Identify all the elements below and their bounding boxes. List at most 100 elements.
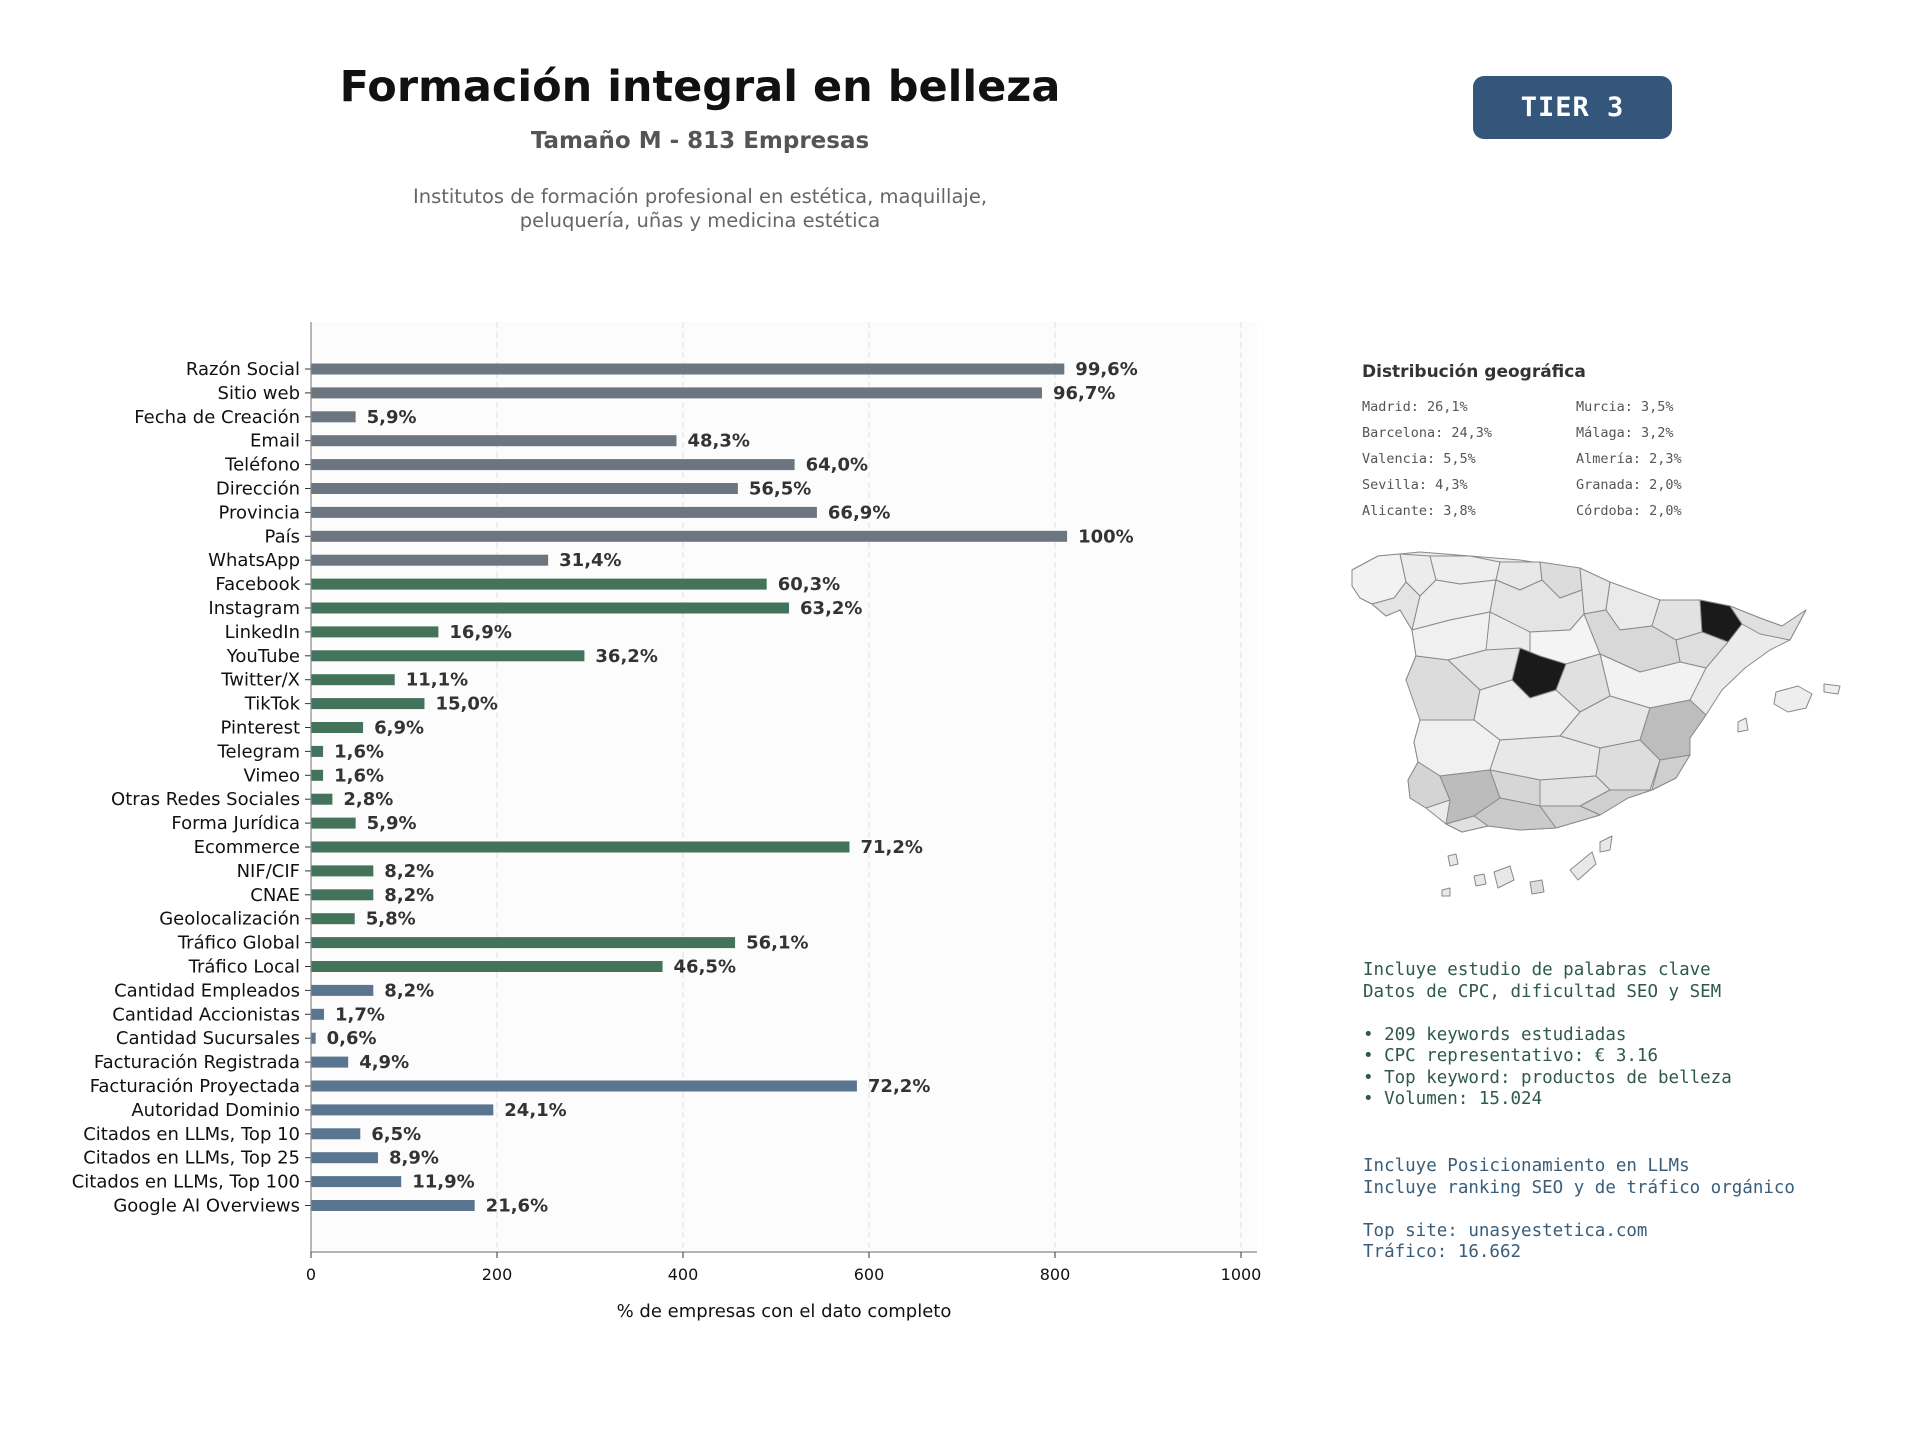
province-burgos [1489,579,1585,633]
llm-line-2: Incluye ranking SEO y de tráfico orgánic… [1363,1177,1795,1198]
category-label: Email [250,431,300,452]
bar-value-label: 1,7% [335,1004,385,1025]
bar-12 [311,650,585,662]
bar-26 [311,984,374,996]
geo-item-cordoba: Córdoba: 2,0% [1576,503,1682,519]
province-alicante [1651,754,1691,791]
bar-value-label: 36,2% [595,646,657,667]
category-label: Vimeo [243,765,300,786]
geo-item-granada: Granada: 2,0% [1576,477,1682,493]
x-tick-label: 800 [1040,1265,1071,1284]
bar-6 [311,506,817,518]
province-navarra [1579,567,1611,615]
keywords-bullet-count: • 209 keywords estudiadas [1363,1024,1627,1045]
bar-14 [311,698,425,710]
bar-10 [311,602,790,614]
bar-value-label: 31,4% [559,550,621,571]
bar-value-label: 64,0% [806,455,868,476]
bar-value-label: 5,9% [367,407,417,428]
x-tick-label: 1000 [1221,1265,1262,1284]
bar-value-label: 63,2% [800,598,862,619]
bar-21 [311,865,374,877]
category-label: Sitio web [218,383,300,404]
bar-27 [311,1008,325,1020]
bar-16 [311,745,324,757]
bar-value-label: 15,0% [435,694,497,715]
x-axis-label: % de empresas con el dato completo [617,1301,952,1322]
keywords-line-2: Datos de CPC, dificultad SEO y SEM [1363,981,1722,1002]
bar-30 [311,1080,857,1092]
category-label: WhatsApp [208,550,300,571]
bar-22 [311,889,374,901]
sector-description: Institutos de formación profesional en e… [200,185,1200,233]
bar-value-label: 8,2% [384,980,434,1001]
bar-7 [311,530,1068,542]
keywords-bullet-cpc: • CPC representativo: € 3.16 [1363,1046,1659,1066]
bar-value-label: 56,5% [749,479,811,500]
category-label: Otras Redes Sociales [111,789,300,810]
category-label: Google AI Overviews [113,1196,300,1217]
bar-value-label: 1,6% [334,741,384,762]
bar-value-label: 6,9% [374,718,424,739]
province-canary-5 [1569,851,1597,881]
bar-1 [311,387,1042,399]
province-canary-1 [1447,853,1459,867]
category-label: CNAE [250,885,300,906]
bar-value-label: 0,6% [327,1028,377,1049]
llm-info: Incluye Posicionamiento en LLMs Incluye … [1363,1156,1795,1264]
province-girona [1729,605,1807,641]
bar-value-label: 11,1% [406,670,468,691]
category-label: Tráfico Local [188,957,300,978]
category-label: Cantidad Empleados [114,980,300,1001]
geo-item-madrid: Madrid: 26,1% [1362,399,1468,415]
description-line-1: Institutos de formación profesional en e… [412,185,988,208]
category-label: YouTube [226,646,300,667]
category-label: Forma Jurídica [171,813,300,834]
geo-item-valencia: Valencia: 5,5% [1362,451,1476,467]
category-label: TikTok [244,694,301,715]
category-label: Teléfono [224,455,300,476]
x-tick-label: 0 [306,1265,316,1284]
bar-23 [311,913,355,925]
bar-value-label: 99,6% [1075,359,1137,380]
x-tick-label: 400 [668,1265,699,1284]
llm-traffic: Tráfico: 16.662 [1363,1242,1522,1262]
bar-18 [311,793,333,805]
bar-value-label: 96,7% [1053,383,1115,404]
bar-value-label: 24,1% [504,1100,566,1121]
category-label: Telegram [217,741,300,762]
bar-2 [311,411,356,423]
llm-spacer [1363,1199,1795,1221]
bar-value-label: 4,9% [359,1052,409,1073]
keywords-bullet-volume: • Volumen: 15.024 [1363,1089,1543,1109]
category-label: Citados en LLMs, Top 100 [72,1172,300,1193]
category-label: Facturación Registrada [94,1052,300,1073]
bar-34 [311,1176,402,1188]
tier-badge: TIER 3 [1473,76,1672,139]
bar-value-label: 72,2% [868,1076,930,1097]
geo-item-alicante: Alicante: 3,8% [1362,503,1476,519]
category-label: Razón Social [186,359,300,380]
category-label: Dirección [216,479,300,500]
bar-17 [311,769,324,781]
province-canary-6 [1599,835,1613,853]
bar-value-label: 21,6% [486,1196,548,1217]
bar-value-label: 5,8% [366,909,416,930]
bar-value-label: 5,9% [367,813,417,834]
category-label: NIF/CIF [237,861,300,882]
bar-0 [311,363,1065,375]
bar-9 [311,578,767,590]
category-label: Facturación Proyectada [90,1076,300,1097]
bar-24 [311,937,736,949]
bar-31 [311,1104,494,1116]
bar-28 [311,1032,316,1044]
bar-value-label: 100% [1078,526,1134,547]
category-label: Pinterest [220,718,300,739]
geo-item-sevilla: Sevilla: 4,3% [1362,477,1468,493]
bar-value-label: 66,9% [828,502,890,523]
province-canary-3 [1493,865,1515,889]
bar-20 [311,841,850,853]
category-label: Instagram [208,598,300,619]
province-asturias [1429,555,1501,585]
bar-8 [311,554,549,566]
